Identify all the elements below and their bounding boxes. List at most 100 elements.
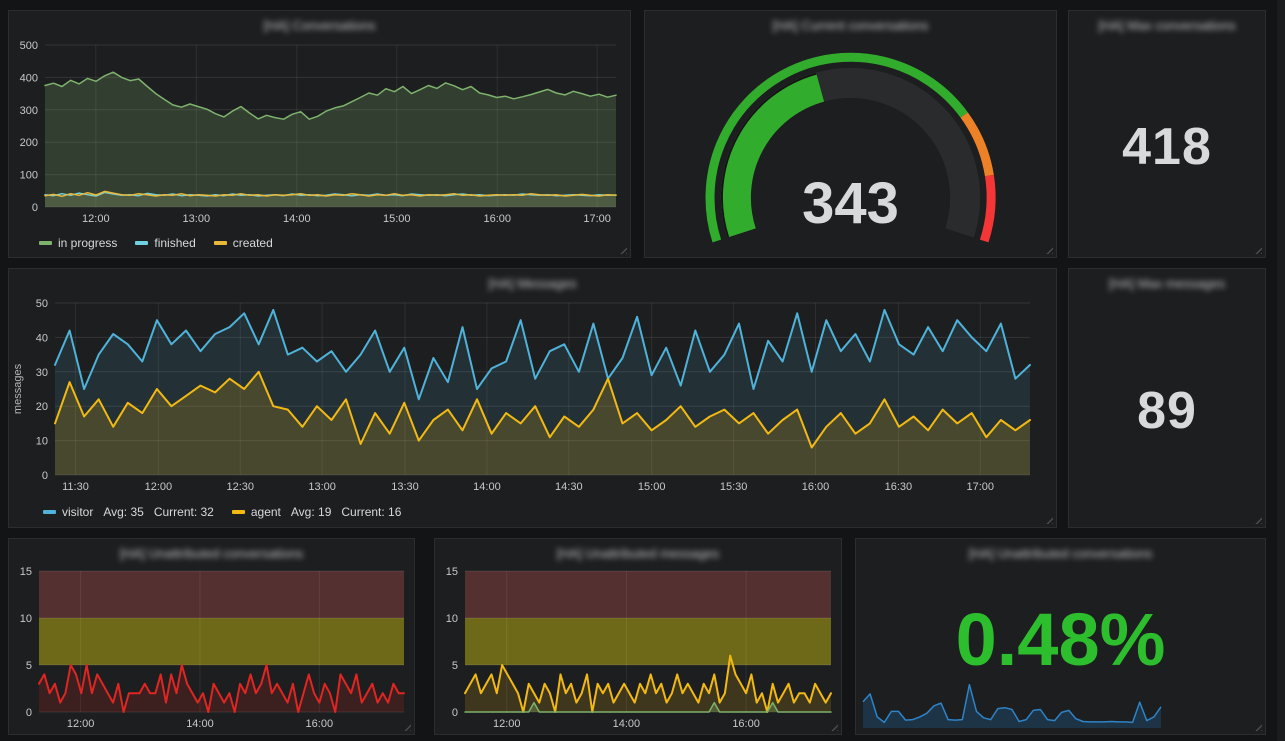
- conversations-legend: in progress finished created: [9, 229, 630, 257]
- svg-text:14:00: 14:00: [283, 213, 311, 225]
- legend-label: in progress: [58, 236, 118, 250]
- legend-label: agent: [250, 505, 281, 519]
- legend-item-in-progress[interactable]: in progress: [39, 236, 117, 250]
- svg-text:16:00: 16:00: [483, 213, 511, 225]
- unattributed-messages-chart-container: 0 5 10 15 12:00 14:00 16:00: [435, 563, 841, 734]
- svg-text:15:00: 15:00: [638, 481, 666, 493]
- svg-text:16:30: 16:30: [885, 481, 913, 493]
- svg-text:100: 100: [20, 170, 38, 182]
- svg-text:400: 400: [20, 72, 38, 84]
- legend-swatch-in-progress: [39, 241, 52, 245]
- panel-conversations: [HA] Conversations 0 100 200 300 400 500 12:00…: [8, 10, 631, 258]
- panel-resize-handle[interactable]: [1253, 722, 1262, 731]
- svg-text:14:30: 14:30: [555, 481, 583, 493]
- svg-text:12:00: 12:00: [145, 481, 173, 493]
- svg-text:50: 50: [36, 298, 48, 310]
- svg-text:16:00: 16:00: [732, 718, 760, 730]
- svg-text:0: 0: [26, 707, 32, 719]
- conversations-chart[interactable]: 0 100 200 300 400 500 12:00 13:00 14:00 15:00 16:0…: [9, 37, 630, 229]
- messages-chart-container: 0 10 20 30 40 50 11:30 12:00 12:30 13:00 13:30 14:0…: [9, 295, 1056, 497]
- svg-text:0: 0: [452, 707, 458, 719]
- panel-title-current-conversations[interactable]: [HA] Current conversations: [772, 18, 929, 33]
- svg-text:20: 20: [36, 401, 48, 413]
- legend-swatch-created: [213, 241, 227, 245]
- messages-legend: visitor Avg: 35 Current: 32 agent Avg: 1…: [9, 497, 1056, 527]
- legend-item-created[interactable]: created: [213, 236, 273, 250]
- max-messages-value: 89: [1137, 382, 1197, 440]
- svg-text:messages: messages: [12, 363, 24, 414]
- svg-text:13:00: 13:00: [183, 213, 211, 225]
- panel-title-messages[interactable]: [HA] Messages: [488, 276, 577, 291]
- svg-text:14:00: 14:00: [613, 718, 641, 730]
- legend-swatch-finished: [135, 241, 149, 245]
- svg-text:200: 200: [20, 137, 38, 149]
- svg-text:12:00: 12:00: [493, 718, 521, 730]
- panel-resize-handle[interactable]: [829, 722, 838, 731]
- panel-title-max-conversations[interactable]: [HA] Max conversations: [1098, 18, 1236, 33]
- gauge-body: 343: [645, 37, 1056, 257]
- svg-text:5: 5: [26, 660, 32, 672]
- panel-title-max-messages[interactable]: [HA] Max messages: [1108, 276, 1226, 291]
- svg-text:12:00: 12:00: [67, 718, 95, 730]
- svg-text:13:00: 13:00: [308, 481, 336, 493]
- svg-text:14:00: 14:00: [473, 481, 501, 493]
- legend-current: Current: 32: [153, 505, 214, 519]
- legend-avg: Avg: 35: [103, 505, 144, 519]
- conversations-chart-container: 0 100 200 300 400 500 12:00 13:00 14:00 15:00 16:0…: [9, 37, 630, 229]
- svg-text:15:30: 15:30: [720, 481, 748, 493]
- svg-text:12:00: 12:00: [82, 213, 110, 225]
- legend-swatch-visitor: [43, 510, 56, 514]
- panel-resize-handle[interactable]: [1044, 515, 1053, 524]
- max-conversations-value: 418: [1122, 118, 1212, 176]
- svg-text:10: 10: [446, 613, 458, 625]
- legend-item-agent[interactable]: agent Avg: 19 Current: 16: [231, 505, 401, 519]
- svg-text:10: 10: [36, 436, 48, 448]
- svg-text:0: 0: [32, 202, 38, 214]
- legend-item-visitor[interactable]: visitor Avg: 35 Current: 32: [43, 505, 214, 519]
- unattributed-conversations-chart-container: 0 5 10 15 12:00 14:00 16:00: [9, 563, 414, 734]
- panel-unattributed-rate: [HA] Unattributed conversations 0.48%: [855, 538, 1266, 735]
- svg-text:11:30: 11:30: [62, 481, 89, 493]
- panel-title-unattributed-messages[interactable]: [HA] Unattributed messages: [556, 546, 720, 561]
- unattributed-rate-value: 0.48%: [955, 598, 1166, 681]
- legend-label: visitor: [62, 505, 94, 519]
- legend-avg: Avg: 19: [290, 505, 332, 519]
- svg-text:5: 5: [452, 660, 458, 672]
- legend-label: finished: [154, 236, 196, 250]
- panel-unattributed-messages: [HA] Unattributed messages 0 5 10 15 12:00 14…: [434, 538, 842, 735]
- panel-resize-handle[interactable]: [618, 245, 627, 254]
- gauge-value: 343: [802, 171, 899, 236]
- panel-messages: [HA] Messages 0 10 20 30 40 50 11:30 12:00 12:30…: [8, 268, 1057, 528]
- panel-max-messages: [HA] Max messages 89: [1068, 268, 1266, 528]
- panel-resize-handle[interactable]: [1044, 245, 1053, 254]
- panel-resize-handle[interactable]: [1253, 245, 1262, 254]
- messages-chart[interactable]: 0 10 20 30 40 50 11:30 12:00 12:30 13:00 13:30 14:0…: [9, 295, 1056, 497]
- svg-text:14:00: 14:00: [186, 718, 214, 730]
- legend-label: created: [232, 236, 273, 250]
- svg-text:13:30: 13:30: [391, 481, 419, 493]
- current-conversations-gauge[interactable]: [645, 37, 1056, 257]
- panel-title-unattributed-rate[interactable]: [HA] Unattributed conversations: [968, 546, 1153, 561]
- unattributed-messages-chart[interactable]: 0 5 10 15 12:00 14:00 16:00: [435, 563, 841, 734]
- panel-max-conversations: [HA] Max conversations 418: [1068, 10, 1266, 258]
- svg-text:17:00: 17:00: [967, 481, 995, 493]
- svg-text:15:00: 15:00: [383, 213, 411, 225]
- unattributed-rate-sparkline[interactable]: [862, 677, 1162, 729]
- svg-text:300: 300: [20, 105, 38, 117]
- unattributed-conversations-chart[interactable]: 0 5 10 15 12:00 14:00 16:00: [9, 563, 414, 734]
- legend-item-finished[interactable]: finished: [135, 236, 196, 250]
- svg-text:30: 30: [36, 367, 48, 379]
- panel-resize-handle[interactable]: [1253, 515, 1262, 524]
- panel-current-conversations: [HA] Current conversations 343: [644, 10, 1057, 258]
- legend-swatch-agent: [231, 510, 245, 514]
- page-edge-strip: [1277, 0, 1285, 741]
- svg-text:10: 10: [20, 613, 32, 625]
- panel-title-conversations[interactable]: [HA] Conversations: [263, 18, 376, 33]
- panel-title-unattributed-conversations[interactable]: [HA] Unattributed conversations: [119, 546, 304, 561]
- panel-resize-handle[interactable]: [402, 722, 411, 731]
- svg-text:15: 15: [20, 566, 32, 578]
- svg-text:500: 500: [20, 40, 38, 52]
- unattributed-rate-body: 0.48%: [856, 563, 1265, 734]
- panel-unattributed-conversations: [HA] Unattributed conversations 0 5 10 15 12…: [8, 538, 415, 735]
